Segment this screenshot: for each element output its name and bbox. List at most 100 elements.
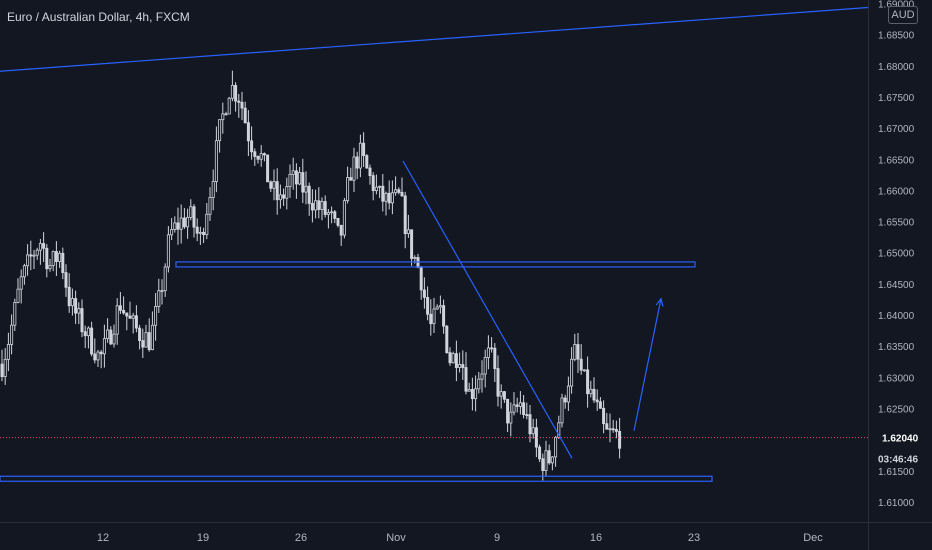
candle-body <box>259 153 263 160</box>
candle <box>186 208 190 239</box>
candle <box>272 169 276 201</box>
candle-body <box>262 153 266 156</box>
y-tick-label: 1.68000 <box>878 62 915 73</box>
x-tick-label: 16 <box>590 532 602 544</box>
candle <box>256 155 260 164</box>
candle-body <box>192 206 196 228</box>
candle <box>26 244 30 276</box>
drawings[interactable] <box>0 2 932 482</box>
candle <box>381 173 385 212</box>
candle-body <box>179 217 183 230</box>
candle-body <box>93 353 97 361</box>
candle-body <box>266 154 270 183</box>
candle-body <box>285 186 289 199</box>
candle-body <box>291 170 295 175</box>
candle <box>54 241 58 276</box>
candle-body <box>454 353 458 368</box>
y-tick-label: 1.69000 <box>878 0 915 11</box>
candle-body <box>352 156 356 181</box>
candle <box>138 324 142 350</box>
candle-body <box>195 226 199 234</box>
candle <box>614 420 618 439</box>
candle-body <box>58 252 62 262</box>
candle <box>205 203 209 240</box>
candle <box>83 325 87 349</box>
candle <box>493 343 497 383</box>
candle-body <box>368 167 372 177</box>
candle <box>141 328 145 359</box>
candle-body <box>531 427 535 435</box>
candle <box>285 177 289 210</box>
candle-body <box>208 197 212 215</box>
candle <box>458 352 462 373</box>
candle-body <box>342 200 346 236</box>
candle <box>32 249 36 270</box>
candle-body <box>310 203 314 211</box>
candle-body <box>35 249 39 256</box>
candle <box>528 405 532 443</box>
candle <box>125 312 129 331</box>
candle-body <box>166 234 170 268</box>
y-tick-label: 1.64500 <box>878 280 915 291</box>
candle <box>74 290 78 324</box>
candle <box>227 96 231 115</box>
candle-body <box>525 414 529 417</box>
candle-body <box>595 399 599 403</box>
candle-body <box>147 332 151 351</box>
candle <box>93 338 97 364</box>
candle <box>275 168 279 215</box>
x-tick-label: Nov <box>386 532 406 544</box>
candle <box>470 377 474 411</box>
candle <box>3 348 7 385</box>
candle-body <box>538 446 542 460</box>
candle-body <box>394 189 398 194</box>
candle-body <box>70 298 74 307</box>
candle-body <box>3 358 7 377</box>
candle-body <box>10 324 14 345</box>
candle-body <box>214 140 218 182</box>
arrow-shaft <box>633 298 662 431</box>
currency-badge[interactable]: AUD <box>888 6 918 24</box>
candle <box>374 174 378 195</box>
trendline <box>402 160 573 459</box>
candle <box>560 393 564 428</box>
candle-body <box>550 456 554 464</box>
candle <box>522 395 526 419</box>
candle <box>448 347 452 366</box>
candle <box>352 147 356 192</box>
candle-body <box>317 200 321 210</box>
candle <box>384 191 388 216</box>
candle-body <box>32 254 36 257</box>
candle <box>307 182 311 216</box>
candle-body <box>502 391 506 400</box>
candle-body <box>320 201 324 210</box>
candle-body <box>19 276 23 290</box>
candle <box>467 382 471 392</box>
candle-body <box>493 347 497 369</box>
candle <box>77 302 81 325</box>
current-price-tag: 1.62040 03:46:46 <box>870 429 932 466</box>
x-tick-label: Dec <box>803 532 823 544</box>
candle-body <box>566 385 570 403</box>
candle-body <box>403 195 407 235</box>
candle <box>576 333 580 374</box>
candle-body <box>42 243 46 249</box>
candle-body <box>496 368 500 397</box>
candle-body <box>464 367 468 392</box>
candle-body <box>122 309 126 314</box>
candle-body <box>29 254 33 257</box>
candle <box>282 188 286 206</box>
candle-body <box>570 358 574 387</box>
candle <box>112 324 116 348</box>
candle <box>118 292 122 314</box>
candle-body <box>518 402 522 407</box>
candle <box>442 299 446 334</box>
candle <box>595 389 599 411</box>
candle-body <box>390 192 394 204</box>
candle <box>566 376 570 411</box>
candle-body <box>554 437 558 458</box>
candle <box>314 189 318 219</box>
candle-body <box>227 97 231 115</box>
